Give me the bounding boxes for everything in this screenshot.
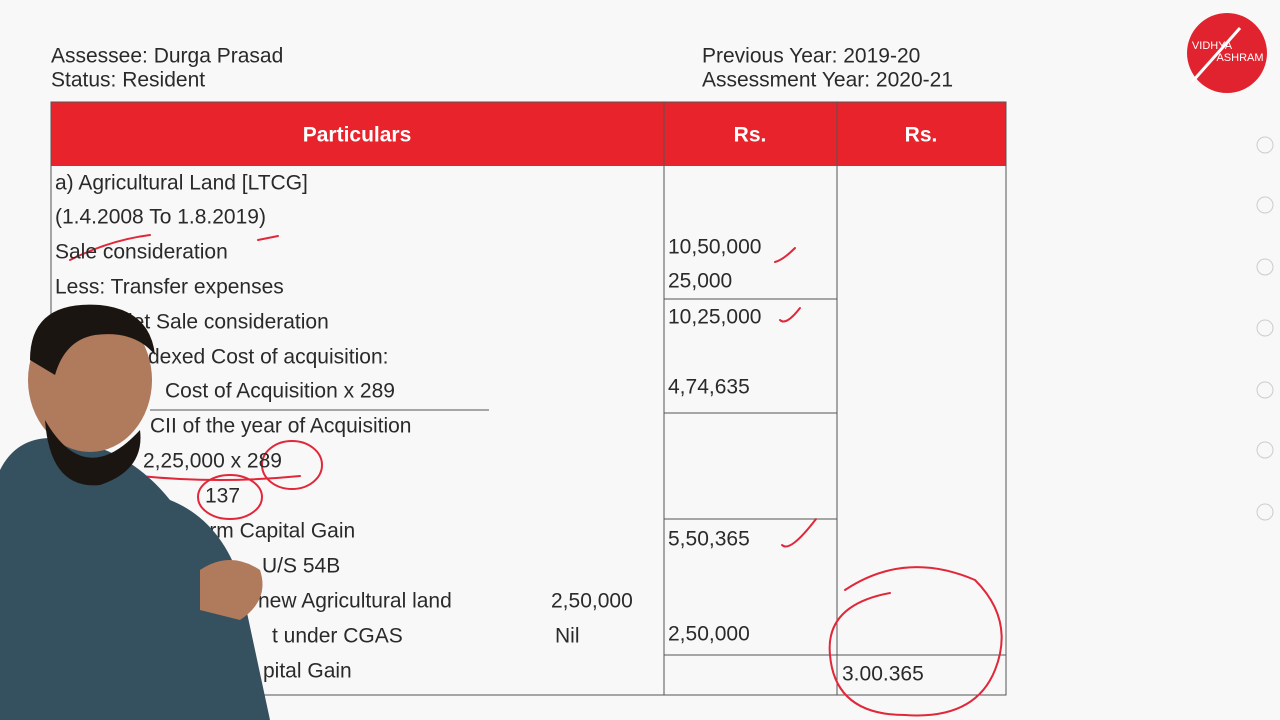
particulars: new Agricultural land <box>258 590 452 613</box>
particulars: Less: Transfer expenses <box>55 276 284 299</box>
particulars: let Sale consideration <box>128 311 329 334</box>
particulars: U/S 54B <box>262 555 340 578</box>
table-row: U/S 54B <box>262 555 340 578</box>
table-row: new Agricultural land 2,50,000 <box>258 590 633 613</box>
assessee: Assessee: Durga Prasad <box>51 45 283 68</box>
logo-circle <box>1187 13 1267 93</box>
sub-amount: 2,50,000 <box>551 590 633 613</box>
amount: 10,25,000 <box>668 306 761 329</box>
presenter <box>0 304 270 720</box>
table-row: dexed Cost of acquisition: <box>148 346 388 369</box>
logo: VIDHYA ASHRAM <box>1187 13 1267 93</box>
table-row: (1.4.2008 To 1.8.2019) <box>55 206 266 229</box>
assessment-year: Assessment Year: 2020-21 <box>702 69 953 92</box>
table-row: a) Agricultural Land [LTCG] <box>55 172 308 195</box>
amount: 5,50,365 <box>668 528 750 551</box>
particulars: 2,25,000 x 289 <box>143 450 282 473</box>
column-header: Particulars <box>303 124 412 147</box>
table-row: Less: Transfer expenses 25,000 <box>55 270 732 299</box>
table-row: Sale consideration 10,50,000 <box>55 236 761 264</box>
previous-year: Previous Year: 2019-20 <box>702 45 920 68</box>
amount: 25,000 <box>668 270 732 293</box>
table-row: t under CGAS Nil 2,50,000 <box>272 623 750 648</box>
table-row: Cost of Acquisition x 289 4,74,635 <box>165 376 750 403</box>
table: Particulars Rs. Rs. <box>50 101 1007 696</box>
status: Status: Resident <box>51 69 205 92</box>
table-row: let Sale consideration 10,25,000 <box>128 306 761 334</box>
particulars: pital Gain <box>263 660 352 683</box>
particulars: a) Agricultural Land [LTCG] <box>55 172 308 195</box>
column-header: Rs. <box>905 124 938 147</box>
column-header: Rs. <box>734 124 767 147</box>
hand <box>200 560 263 620</box>
amount: 10,50,000 <box>668 236 761 259</box>
table-row: CII of the year of Acquisition <box>150 415 411 438</box>
header-row <box>51 102 1006 166</box>
logo-pen <box>1190 27 1242 83</box>
particulars: (1.4.2008 To 1.8.2019) <box>55 206 266 229</box>
amount: 4,74,635 <box>668 376 750 399</box>
particulars: 137 <box>205 485 240 508</box>
particulars: CII of the year of Acquisition <box>150 415 411 438</box>
particulars: dexed Cost of acquisition: <box>148 346 388 369</box>
hair <box>30 304 155 375</box>
annotations <box>69 234 1003 717</box>
table-row: 2,25,000 x 289 <box>143 450 282 473</box>
particulars: t under CGAS <box>272 625 403 648</box>
particulars: Cost of Acquisition x 289 <box>165 380 395 403</box>
table-row: 137 <box>205 485 240 508</box>
shirt <box>0 438 270 720</box>
sub-amount: Nil <box>555 625 580 648</box>
amount: 2,50,000 <box>668 623 750 646</box>
total: 3.00.365 <box>842 663 924 686</box>
table-row: pital Gain 3.00.365 <box>263 660 924 686</box>
beard <box>45 420 141 486</box>
side-toolbar <box>1256 136 1274 521</box>
particulars: Sale consideration <box>55 241 228 264</box>
logo-text: ASHRAM <box>1216 52 1263 64</box>
